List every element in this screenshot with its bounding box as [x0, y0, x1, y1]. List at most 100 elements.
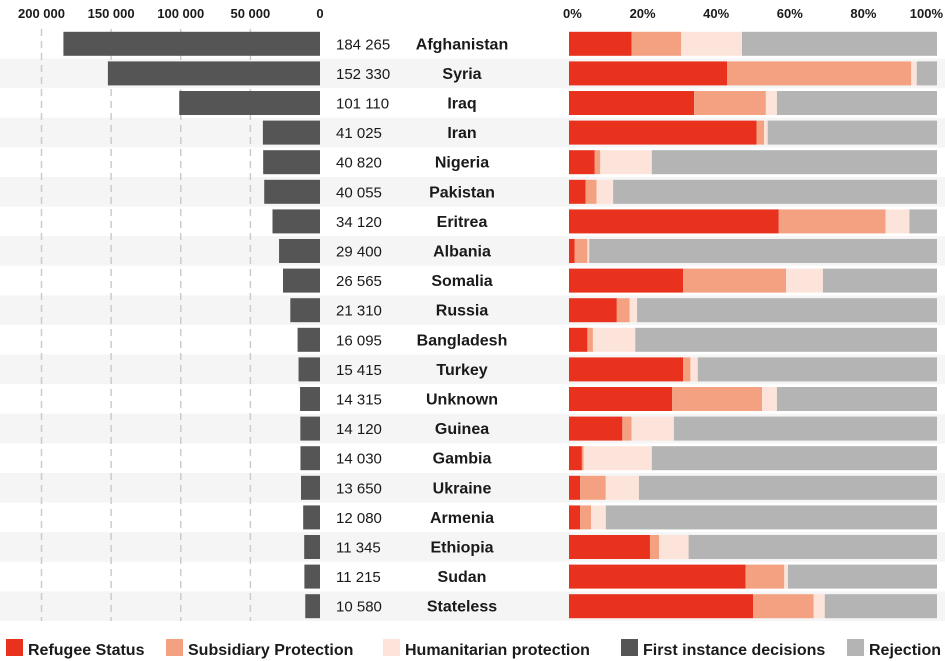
right-tick-label: 20%: [630, 6, 656, 21]
subsidiary-protection-segment-afghanistan: [631, 31, 682, 56]
decision-count-afghanistan: 184 265: [336, 36, 390, 53]
humanitarian-protection-segment-armenia: [591, 505, 606, 530]
country-label-nigeria: Nigeria: [435, 155, 489, 172]
decision-count-turkey: 15 415: [336, 362, 382, 379]
legend-swatch-refugee-status: [6, 639, 23, 656]
country-label-afghanistan: Afghanistan: [416, 36, 508, 53]
decision-count-russia: 21 310: [336, 303, 382, 320]
decision-count-bangladesh: 16 095: [336, 332, 382, 349]
rejection-segment-turkey: [697, 357, 937, 382]
right-tick-label: 0%: [563, 6, 582, 21]
subsidiary-protection-segment-armenia: [580, 505, 592, 530]
humanitarian-protection-segment-eritrea: [885, 209, 910, 234]
rejection-segment-ethiopia: [688, 535, 937, 559]
decision-count-iran: 41 025: [336, 125, 382, 142]
first-instance-bar-unknown: [300, 387, 320, 411]
subsidiary-protection-segment-unknown: [672, 387, 763, 411]
first-instance-bar-armenia: [303, 505, 320, 530]
outcome-stacked-bars: [569, 31, 937, 619]
refugee-status-segment-turkey: [569, 357, 684, 382]
right-tick-label: 100%: [910, 6, 944, 21]
legend-label-refugee-status: Refugee Status: [28, 642, 145, 659]
decision-count-ethiopia: 11 345: [336, 540, 381, 557]
country-label-pakistan: Pakistan: [429, 184, 495, 201]
refugee-status-segment-stateless: [569, 594, 753, 619]
legend-label-first-instance-decisions: First instance decisions: [643, 642, 825, 659]
first-instance-bar-iraq: [179, 91, 320, 115]
country-label-russia: Russia: [436, 303, 489, 320]
subsidiary-protection-segment-ukraine: [580, 475, 606, 500]
refugee-status-segment-albania: [569, 239, 575, 263]
rejection-segment-afghanistan: [741, 31, 937, 56]
refugee-status-segment-iraq: [569, 91, 695, 115]
refugee-status-segment-ukraine: [569, 475, 581, 500]
first-instance-bar-sudan: [304, 564, 320, 589]
legend-label-subsidiary-protection: Subsidiary Protection: [188, 642, 353, 659]
first-instance-bar-pakistan: [264, 179, 320, 204]
first-instance-bar-guinea: [300, 416, 320, 441]
subsidiary-protection-segment-ethiopia: [649, 535, 660, 559]
right-tick-label: 40%: [703, 6, 729, 21]
left-tick-label: 100 000: [157, 6, 204, 21]
first-instance-bar-afghanistan: [63, 31, 321, 56]
subsidiary-protection-segment-eritrea: [778, 209, 886, 234]
first-instance-bar-iran: [262, 120, 320, 145]
subsidiary-protection-segment-nigeria: [594, 150, 601, 175]
humanitarian-protection-segment-albania: [587, 239, 590, 263]
subsidiary-protection-segment-syria: [727, 61, 912, 86]
legend-swatch-rejection: [847, 639, 864, 656]
decision-count-syria: 152 330: [336, 66, 390, 83]
rejection-segment-russia: [637, 298, 937, 323]
right-tick-label: 80%: [850, 6, 876, 21]
humanitarian-protection-segment-bangladesh: [592, 327, 636, 352]
humanitarian-protection-segment-syria: [911, 61, 917, 86]
legend-swatch-first-instance-decisions: [621, 639, 638, 656]
refugee-status-segment-gambia: [569, 446, 582, 471]
humanitarian-protection-segment-afghanistan: [681, 31, 742, 56]
decision-count-labels: 184 265 152 330 101 110 41 025 40 820 40 055 3…: [336, 36, 390, 615]
decision-count-ukraine: 13 650: [336, 480, 382, 497]
country-label-gambia: Gambia: [433, 451, 492, 468]
rejection-segment-sudan: [787, 564, 937, 589]
country-label-turkey: Turkey: [436, 362, 487, 379]
subsidiary-protection-segment-somalia: [683, 268, 787, 293]
subsidiary-protection-segment-iraq: [694, 91, 766, 115]
country-label-syria: Syria: [442, 66, 481, 83]
country-label-bangladesh: Bangladesh: [417, 332, 508, 349]
country-labels: Afghanistan Syria Iraq Iran Nigeria Pakistan E…: [416, 36, 508, 615]
first-instance-bar-gambia: [300, 446, 320, 471]
humanitarian-protection-segment-ethiopia: [659, 535, 689, 559]
subsidiary-protection-segment-russia: [616, 298, 630, 323]
country-label-eritrea: Eritrea: [437, 214, 488, 231]
left-axis-ticks: 200 000 150 000 100 000 50 000 0: [18, 6, 324, 21]
refugee-status-segment-guinea: [569, 416, 623, 441]
right-axis-ticks: 0% 20% 40% 60% 80% 100%: [563, 6, 943, 21]
humanitarian-protection-segment-nigeria: [600, 150, 652, 175]
rejection-segment-stateless: [824, 594, 937, 619]
refugee-status-segment-unknown: [569, 387, 673, 411]
humanitarian-protection-segment-ukraine: [605, 475, 639, 500]
first-instance-bar-stateless: [305, 594, 320, 619]
refugee-status-segment-pakistan: [569, 179, 586, 204]
rejection-segment-unknown: [776, 387, 937, 411]
rejection-segment-somalia: [822, 268, 937, 293]
refugee-status-segment-afghanistan: [569, 31, 632, 56]
humanitarian-protection-segment-iraq: [765, 91, 777, 115]
humanitarian-protection-segment-pakistan: [596, 179, 614, 204]
refugee-status-segment-russia: [569, 298, 617, 323]
subsidiary-protection-segment-guinea: [622, 416, 632, 441]
humanitarian-protection-segment-iran: [764, 120, 768, 145]
country-label-guinea: Guinea: [435, 421, 489, 438]
legend: Refugee Status Subsidiary Protection Human…: [6, 639, 941, 659]
legend-label-humanitarian-protection: Humanitarian protection: [405, 642, 590, 659]
first-instance-bar-syria: [107, 61, 320, 86]
first-instance-bar-bangladesh: [297, 327, 320, 352]
rejection-segment-syria: [916, 61, 937, 86]
left-tick-label: 150 000: [88, 6, 135, 21]
decision-count-gambia: 14 030: [336, 451, 382, 468]
subsidiary-protection-segment-stateless: [753, 594, 814, 619]
decision-count-unknown: 14 315: [336, 392, 382, 409]
decision-count-nigeria: 40 820: [336, 155, 382, 172]
right-tick-label: 60%: [777, 6, 803, 21]
